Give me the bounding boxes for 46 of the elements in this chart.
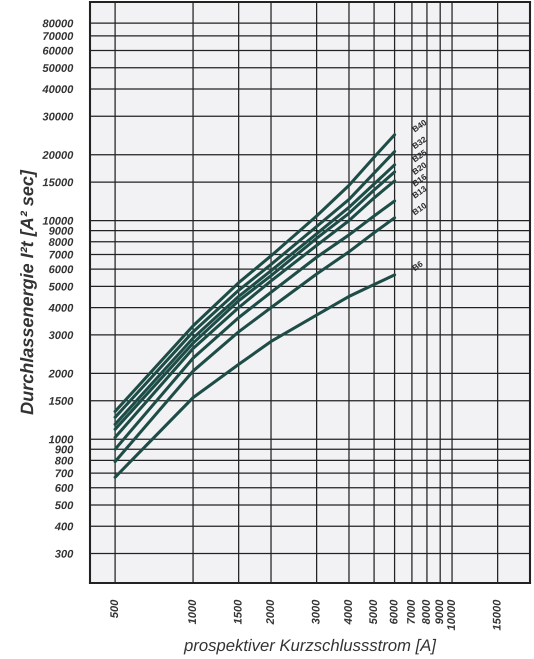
y-tick-label: 900 bbox=[55, 446, 74, 454]
y-tick-label: 2000 bbox=[48, 370, 74, 378]
y-tick-label: 1000 bbox=[48, 436, 74, 444]
x-axis-title: prospektiver Kurzschlussstrom [A] bbox=[184, 638, 436, 654]
x-tick-label: 4000 bbox=[344, 600, 352, 625]
y-tick-label: 6000 bbox=[49, 265, 74, 274]
y-tick-label: 80000 bbox=[42, 19, 74, 28]
x-tick-label: 10000 bbox=[447, 600, 456, 630]
y-tick-label: 50000 bbox=[42, 64, 74, 72]
x-tick-label: 3000 bbox=[312, 600, 320, 624]
x-tick-label: 1500 bbox=[234, 600, 242, 624]
y-tick-label: 30000 bbox=[42, 112, 74, 120]
y-tick-label: 700 bbox=[56, 469, 74, 478]
y-tick-label: 500 bbox=[54, 501, 74, 510]
x-tick-label: 1000 bbox=[188, 600, 196, 624]
y-tick-label: 8000 bbox=[48, 238, 74, 246]
text: B40 bbox=[412, 119, 428, 132]
x-tick-label: 7000 bbox=[407, 600, 415, 624]
y-tick-label: 15000 bbox=[42, 178, 74, 186]
x-tick-label: 5000 bbox=[369, 600, 378, 624]
y-tick-label: 7000 bbox=[49, 250, 74, 259]
y-tick-label: 70000 bbox=[43, 32, 74, 40]
x-tick-label: 9000 bbox=[435, 600, 444, 624]
y-tick-label: 9000 bbox=[48, 226, 74, 235]
y-tick-label: 3000 bbox=[48, 331, 74, 340]
x-tick-label: 8000 bbox=[422, 600, 430, 624]
y-tick-label: 800 bbox=[54, 456, 74, 465]
y-tick-label: 5000 bbox=[48, 282, 74, 291]
y-tick-label: 300 bbox=[54, 550, 74, 558]
y-tick-label: 40000 bbox=[42, 85, 74, 94]
y-tick-label: 10000 bbox=[42, 216, 74, 225]
text: B20 bbox=[412, 162, 428, 175]
y-tick-label: 20000 bbox=[42, 151, 74, 159]
x-tick-label: 15000 bbox=[492, 600, 501, 630]
text: B32 bbox=[412, 136, 428, 150]
y-tick-label: 400 bbox=[54, 522, 74, 530]
text: B13 bbox=[412, 185, 428, 199]
y-tick-label: 1500 bbox=[48, 397, 74, 405]
y-tick-label: 60000 bbox=[42, 46, 74, 55]
y-tick-label: 4000 bbox=[48, 304, 74, 312]
y-tick-label: 600 bbox=[55, 484, 74, 492]
text: B10 bbox=[412, 202, 428, 216]
x-tick-label: 500 bbox=[110, 600, 118, 618]
x-tick-label: 6000 bbox=[390, 600, 398, 624]
y-axis-title: Durchlassenergie I²t [A² sec] bbox=[20, 170, 37, 415]
x-tick-label: 2000 bbox=[266, 600, 274, 625]
